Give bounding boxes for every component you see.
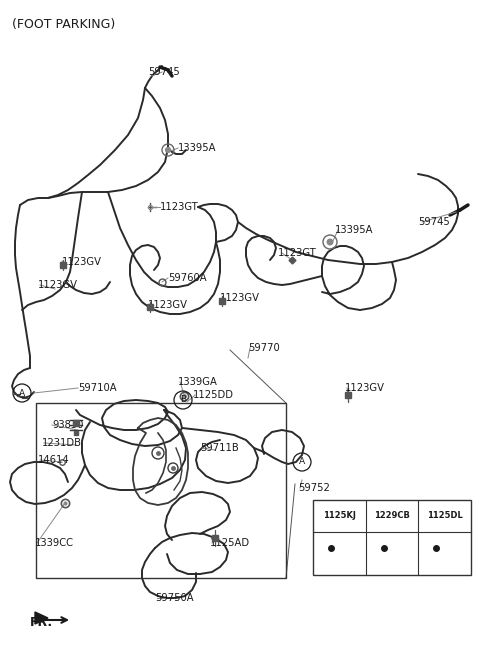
Text: 1123GT: 1123GT [160,202,199,212]
Bar [36,403,286,578]
Text: 59770: 59770 [248,343,280,353]
Text: FR.: FR. [30,616,53,628]
Circle shape [166,148,170,152]
Text: 93830: 93830 [52,420,84,430]
Text: A: A [299,458,305,466]
Text: 1123GV: 1123GV [62,257,102,267]
Text: 13395A: 13395A [178,143,216,153]
Circle shape [327,239,333,245]
Text: (FOOT PARKING): (FOOT PARKING) [12,18,115,31]
Text: 1125KJ: 1125KJ [323,511,356,520]
Polygon shape [35,612,48,624]
Text: 1125DL: 1125DL [427,511,463,520]
Text: 1229CB: 1229CB [374,511,410,520]
Text: 1339CC: 1339CC [35,538,74,548]
Text: A: A [19,389,25,398]
Text: B: B [180,396,186,404]
Text: 1123GV: 1123GV [345,383,385,393]
Text: 1123GV: 1123GV [148,300,188,310]
Text: 1231DB: 1231DB [42,438,82,448]
Text: 59750A: 59750A [155,593,193,603]
Text: 59745: 59745 [148,67,180,77]
Text: 59745: 59745 [418,217,450,227]
Text: 14614: 14614 [38,455,70,465]
Bar [313,500,471,575]
Text: 13395A: 13395A [335,225,373,235]
Text: 1125DD: 1125DD [193,390,234,400]
Text: 1123GV: 1123GV [38,280,78,290]
Text: 59760A: 59760A [168,273,206,283]
Text: 59752: 59752 [298,483,330,493]
Text: 1125AD: 1125AD [210,538,250,548]
Text: 1123GT: 1123GT [278,248,317,258]
Text: 1123GV: 1123GV [220,293,260,303]
Text: 59711B: 59711B [200,443,239,453]
Text: 59710A: 59710A [78,383,117,393]
Text: 1339GA: 1339GA [178,377,218,387]
